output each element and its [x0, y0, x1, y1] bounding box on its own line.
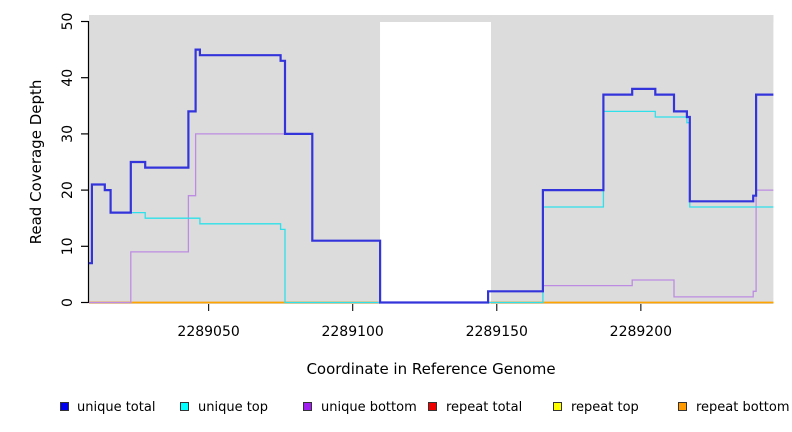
- y-axis-title: Read Coverage Depth: [27, 79, 45, 245]
- band-top-strip: [89, 15, 774, 22]
- x-tick-label: 2289200: [610, 324, 672, 340]
- y-tick-label: 0: [60, 298, 76, 307]
- y-tick-label: 40: [60, 69, 76, 87]
- y-tick-label: 50: [60, 13, 76, 31]
- y-tick-label: 10: [60, 237, 76, 255]
- y-tick-label: 20: [60, 181, 76, 199]
- x-axis-title: Coordinate in Reference Genome: [306, 360, 556, 378]
- band-right-unique-region: [490, 15, 774, 304]
- x-tick-label: 2289050: [177, 324, 239, 340]
- series-line-unique-total: [89, 48, 774, 304]
- band-left-unique-region: [89, 15, 381, 304]
- x-tick-label: 2289100: [321, 324, 383, 340]
- y-tick-label: 30: [60, 125, 76, 143]
- x-tick-label: 2289150: [466, 324, 528, 340]
